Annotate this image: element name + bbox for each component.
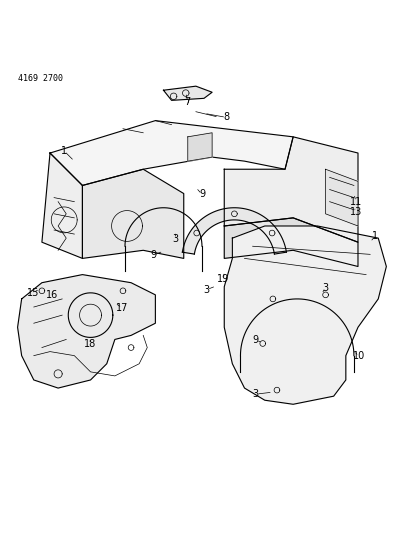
Polygon shape <box>224 218 358 266</box>
Text: 3: 3 <box>322 282 328 293</box>
Text: 9: 9 <box>150 250 156 260</box>
Polygon shape <box>224 137 358 242</box>
Text: 17: 17 <box>116 303 129 313</box>
Text: 11: 11 <box>350 197 362 207</box>
Text: 15: 15 <box>27 288 39 298</box>
Text: 10: 10 <box>353 351 365 361</box>
Text: 19: 19 <box>217 274 230 285</box>
Polygon shape <box>164 86 212 100</box>
Text: 16: 16 <box>46 290 58 300</box>
Text: 13: 13 <box>350 207 362 217</box>
Text: 4169 2700: 4169 2700 <box>18 74 62 83</box>
Text: 9: 9 <box>199 189 205 199</box>
Text: 7: 7 <box>185 98 191 107</box>
Text: 3: 3 <box>204 285 210 295</box>
Polygon shape <box>50 120 293 185</box>
Polygon shape <box>224 226 386 404</box>
Text: 1: 1 <box>372 231 378 241</box>
Text: 1: 1 <box>61 146 67 156</box>
Text: 3: 3 <box>253 389 259 399</box>
Polygon shape <box>42 153 82 259</box>
Polygon shape <box>182 208 286 254</box>
Polygon shape <box>18 274 155 388</box>
Polygon shape <box>188 133 212 161</box>
Text: 3: 3 <box>173 234 179 244</box>
Text: 8: 8 <box>223 112 229 123</box>
Polygon shape <box>82 169 184 259</box>
Text: 9: 9 <box>253 335 259 345</box>
Text: 18: 18 <box>84 340 96 349</box>
Polygon shape <box>326 169 358 226</box>
